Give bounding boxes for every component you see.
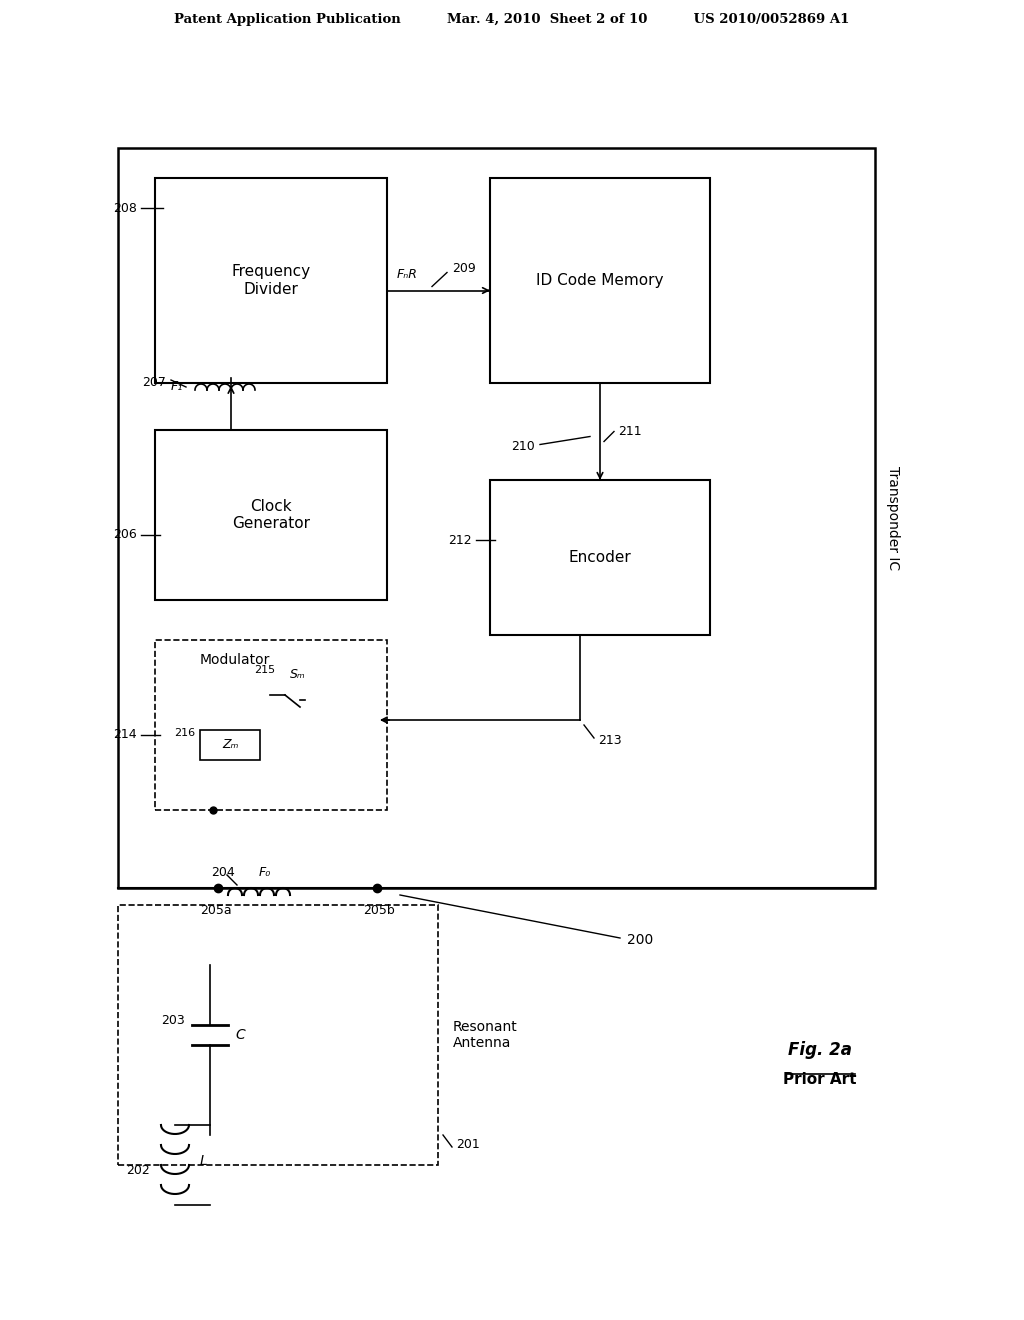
Bar <box>163 438 395 609</box>
Bar <box>498 186 718 391</box>
Text: 212: 212 <box>449 533 472 546</box>
Bar <box>200 730 260 760</box>
Text: Transponder IC: Transponder IC <box>886 466 900 570</box>
Text: Prior Art: Prior Art <box>783 1072 857 1088</box>
Text: Fig. 2a: Fig. 2a <box>788 1041 852 1059</box>
Text: Clock
Generator: Clock Generator <box>232 499 310 531</box>
Bar <box>155 640 387 810</box>
Text: 216: 216 <box>174 729 195 738</box>
Text: 215: 215 <box>254 665 275 675</box>
Text: 205a: 205a <box>200 903 231 916</box>
Text: Frequency
Divider: Frequency Divider <box>231 264 310 297</box>
Bar <box>163 186 395 391</box>
Bar <box>118 148 874 888</box>
Text: FₙR: FₙR <box>397 268 418 281</box>
Text: Sₘ: Sₘ <box>290 668 305 681</box>
Text: 201: 201 <box>456 1138 480 1151</box>
Text: 200: 200 <box>627 933 653 946</box>
Text: 208: 208 <box>113 202 137 214</box>
Text: 206: 206 <box>114 528 137 541</box>
Text: Resonant
Antenna: Resonant Antenna <box>453 1020 518 1051</box>
Text: 213: 213 <box>598 734 622 747</box>
Text: 209: 209 <box>452 261 476 275</box>
Text: 214: 214 <box>114 729 137 742</box>
Bar <box>118 906 438 1166</box>
Text: C: C <box>234 1028 245 1041</box>
Bar <box>155 430 387 601</box>
Text: 203: 203 <box>161 1014 185 1027</box>
Text: Patent Application Publication          Mar. 4, 2010  Sheet 2 of 10          US : Patent Application Publication Mar. 4, 2… <box>174 13 850 26</box>
Text: 202: 202 <box>126 1164 150 1177</box>
Text: ID Code Memory: ID Code Memory <box>537 273 664 288</box>
Bar <box>498 488 718 643</box>
Text: 211: 211 <box>618 425 642 438</box>
Text: 210: 210 <box>511 440 535 453</box>
Bar <box>155 178 387 383</box>
Text: 205b: 205b <box>364 903 395 916</box>
Text: Encoder: Encoder <box>568 550 632 565</box>
Text: L: L <box>200 1154 208 1168</box>
Text: F₁: F₁ <box>171 380 183 393</box>
Text: Modulator: Modulator <box>200 653 270 667</box>
Text: F₀: F₀ <box>259 866 271 879</box>
Text: 204: 204 <box>211 866 234 879</box>
Text: 207: 207 <box>142 375 166 388</box>
Bar <box>490 178 710 383</box>
Text: Zₘ: Zₘ <box>222 738 239 751</box>
Bar <box>490 480 710 635</box>
